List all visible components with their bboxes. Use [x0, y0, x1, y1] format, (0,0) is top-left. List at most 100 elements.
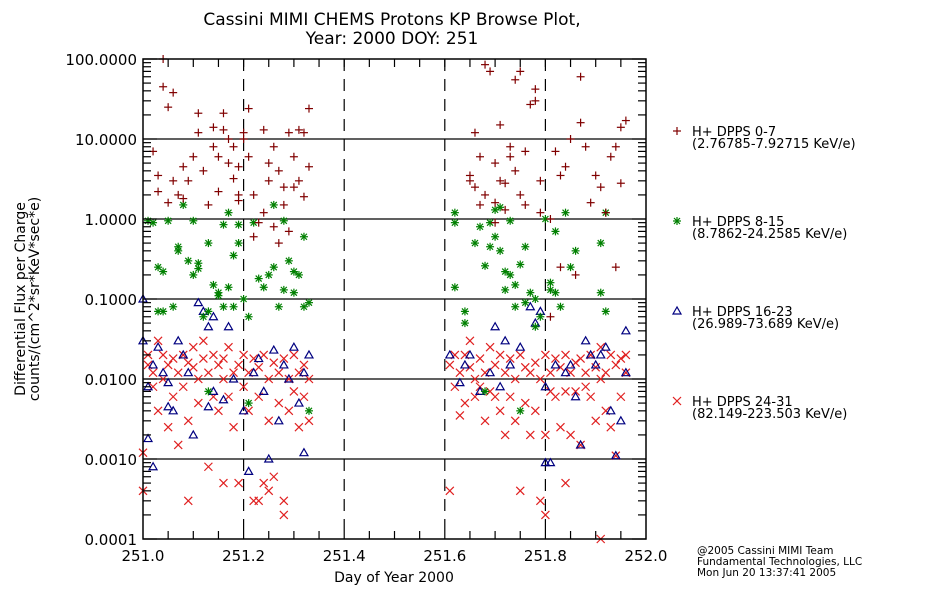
data-point-triangle	[580, 335, 591, 345]
data-point-plus	[596, 183, 605, 192]
data-point-asterisk	[159, 307, 168, 316]
data-point-asterisk	[596, 288, 605, 297]
legend: H+ DPPS 0-7(2.76785-7.92715 KeV/e) H+ DPP…	[671, 125, 856, 422]
tick-labels: 251.0 251.2 251.4 251.6 251.8 252.0 100.0000 10…	[65, 51, 667, 565]
data-point-x	[203, 368, 213, 378]
data-point-x	[505, 354, 515, 364]
legend-marker-asterisk	[673, 217, 681, 225]
data-point-x	[445, 486, 455, 496]
data-point-x	[551, 354, 560, 364]
data-point-x	[188, 342, 198, 352]
data-point-plus	[244, 104, 253, 113]
data-point-asterisk	[491, 205, 500, 214]
data-point-x	[254, 362, 264, 372]
data-point-triangle	[495, 381, 506, 391]
data-point-x	[299, 392, 309, 402]
data-point-plus	[546, 215, 555, 223]
data-point-triangle	[565, 359, 576, 369]
data-point-triangle	[178, 349, 189, 359]
data-point-asterisk	[239, 295, 248, 303]
data-point-asterisk	[491, 232, 500, 241]
data-point-x	[289, 350, 299, 360]
data-point-asterisk	[556, 302, 565, 311]
data-point-x	[485, 342, 495, 352]
data-point-plus	[606, 152, 615, 161]
data-point-asterisk	[244, 399, 253, 408]
data-point-plus	[199, 166, 208, 175]
data-point-x	[229, 422, 238, 432]
data-point-plus	[304, 104, 313, 113]
data-point-plus	[304, 162, 313, 171]
data-point-triangle	[570, 391, 581, 401]
data-point-plus	[219, 125, 228, 134]
data-point-asterisk	[269, 263, 278, 272]
data-point-asterisk	[244, 312, 253, 321]
data-point-plus	[269, 142, 278, 151]
data-points	[137, 55, 631, 544]
legend-label: H+ DPPS 24-31	[692, 395, 793, 410]
data-point-x	[229, 368, 238, 378]
data-point-x	[224, 342, 233, 352]
data-point-x	[561, 386, 570, 396]
data-point-plus	[159, 82, 168, 91]
data-point-x	[234, 360, 243, 370]
data-point-triangle	[203, 321, 214, 331]
data-point-triangle	[560, 367, 571, 377]
data-point-plus	[521, 200, 530, 209]
data-point-plus	[164, 103, 173, 112]
data-point-x	[606, 350, 616, 360]
data-point-triangle	[620, 325, 631, 335]
data-point-asterisk	[460, 319, 469, 328]
data-point-x	[299, 360, 309, 370]
data-point-plus	[611, 142, 620, 151]
data-point-x	[214, 360, 223, 370]
data-point-x	[304, 374, 314, 384]
data-point-plus	[274, 239, 283, 248]
data-point-asterisk	[204, 239, 213, 248]
data-point-x	[264, 486, 274, 496]
data-point-x	[540, 510, 550, 520]
data-point-asterisk	[546, 278, 555, 287]
data-point-x	[596, 374, 606, 384]
data-point-plus	[219, 109, 228, 118]
data-point-triangle	[298, 367, 309, 377]
data-point-asterisk	[219, 220, 228, 229]
data-point-asterisk	[486, 242, 495, 251]
data-point-plus	[174, 190, 183, 199]
data-point-x	[264, 416, 274, 426]
data-point-x	[219, 354, 228, 364]
data-point-x	[540, 350, 550, 360]
data-point-plus	[506, 152, 515, 161]
data-point-plus	[294, 125, 303, 134]
data-point-triangle	[605, 405, 616, 415]
data-point-asterisk	[224, 208, 233, 217]
legend-range: (8.7862-24.2585 KeV/e)	[692, 227, 847, 242]
axes	[142, 58, 647, 540]
data-point-asterisk	[184, 256, 193, 265]
x-tick-label: 252.0	[625, 547, 668, 565]
data-point-x	[153, 406, 163, 416]
legend-label: H+ DPPS 8-15	[692, 215, 784, 230]
data-point-asterisk	[501, 267, 510, 276]
data-point-x	[234, 478, 243, 488]
data-point-triangle	[490, 321, 501, 331]
data-point-x	[163, 422, 173, 432]
data-point-triangle	[153, 341, 164, 351]
data-point-x	[581, 368, 591, 378]
x-axis-label: Day of Year 2000	[334, 570, 454, 586]
data-point-asterisk	[450, 208, 459, 217]
data-point-x	[214, 406, 223, 416]
data-point-asterisk	[561, 208, 570, 217]
data-point-plus	[169, 176, 178, 185]
data-point-x	[500, 430, 510, 440]
legend-marker-triangle	[671, 305, 683, 315]
data-point-plus	[279, 200, 288, 209]
data-point-plus	[561, 162, 570, 171]
data-point-plus	[501, 179, 510, 188]
data-point-plus	[601, 208, 610, 217]
data-point-asterisk	[169, 302, 178, 311]
data-point-asterisk	[470, 239, 479, 248]
data-point-asterisk	[224, 283, 233, 292]
data-point-plus	[476, 152, 485, 161]
legend-range: (2.76785-7.92715 KeV/e)	[692, 137, 856, 152]
